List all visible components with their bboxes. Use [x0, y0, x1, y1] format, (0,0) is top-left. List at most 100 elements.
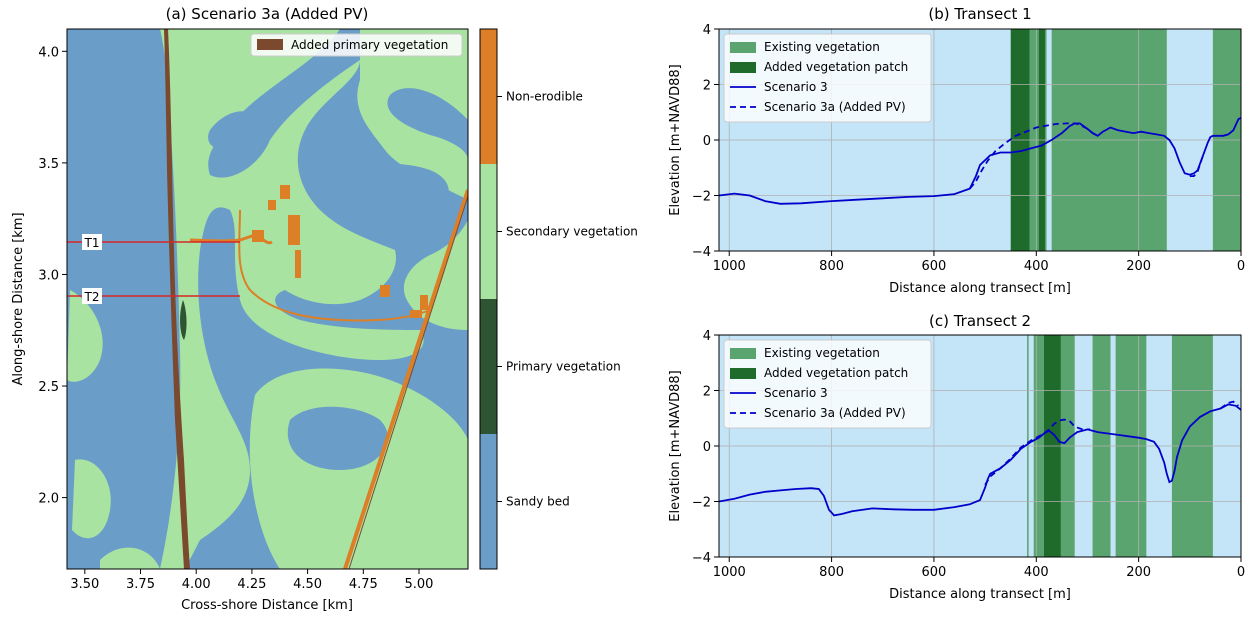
legend-swatch: [730, 42, 756, 53]
transect-2-ticks: 1000 800 600 400 200 0 −4 −2 0 2 4: [692, 329, 1245, 580]
transect-1-title: (b) Transect 1: [928, 5, 1031, 23]
transect-1-lines: [719, 117, 1241, 205]
transect-1-legend: Existing vegetation Added vegetation patc…: [723, 33, 932, 123]
y-tick-label: −2: [692, 190, 711, 205]
transect-2-lines: [719, 400, 1241, 517]
scenario-3a-line: [1189, 156, 1204, 177]
map-frame: [66, 28, 469, 570]
map-x-tick-label: 3.75: [126, 577, 155, 592]
y-tick-label: −4: [692, 245, 711, 260]
colorbar-label: Non-erodible: [506, 90, 583, 104]
transect-1-x-label: Distance along transect [m]: [889, 281, 1071, 296]
colorbar-segment: [480, 299, 497, 434]
colorbar-frame: [479, 28, 498, 570]
map-y-tick-label: 4.0: [38, 45, 59, 60]
legend-label: Scenario 3: [764, 386, 828, 400]
y-tick-label: 0: [703, 134, 711, 149]
map-legend-swatch: [257, 39, 283, 50]
x-tick-label: 600: [922, 259, 947, 274]
colorbar-label: Secondary vegetation: [506, 225, 638, 239]
map-title: (a) Scenario 3a (Added PV): [166, 5, 369, 23]
scenario-3a-line: [1219, 400, 1239, 410]
x-tick-label: 400: [1024, 259, 1049, 274]
y-tick-label: 4: [703, 329, 711, 344]
transect-1-ticks: 1000 800 600 400 200 0 −4 −2 0 2 4: [692, 23, 1245, 274]
x-tick-label: 800: [819, 565, 844, 580]
transect-1-panel: (b) Transect 1 1000 800 600 400 200 0−4−2024 …: [668, 5, 1245, 296]
map-y-tick-label: 2.5: [38, 380, 59, 395]
x-tick-label: 1000: [713, 565, 746, 580]
transect-2-panel: (c) Transect 2 1000 800 600 400 200 0−4−2024 …: [668, 312, 1245, 602]
map-x-label: Cross-shore Distance [km]: [181, 598, 353, 613]
x-tick-label: 0: [1237, 259, 1245, 274]
map-x-ticks: 3.50 3.75 4.00 4.25 4.50 4.75 5.00: [70, 569, 433, 592]
legend-label: Added vegetation patch: [764, 60, 908, 74]
y-tick-label: 0: [703, 440, 711, 455]
y-tick-label: 2: [703, 79, 711, 94]
non-erodible-path: [189, 233, 273, 245]
transect-1-y-label: Elevation [m+NAVD88]: [668, 64, 683, 215]
scenario-3a-line: [984, 418, 1090, 486]
legend-frame: [723, 33, 932, 123]
map-legend-frame: [250, 33, 463, 57]
transect-t1-label-box: [82, 234, 102, 250]
x-tick-label: 1000: [713, 259, 746, 274]
map-panel: (a) Scenario 3a (Added PV): [11, 5, 638, 613]
map-y-ticks: 2.0 2.5 3.0 3.5 4.0: [38, 45, 67, 507]
primary-vegetation-patch: [180, 300, 187, 340]
legend-swatch: [730, 62, 756, 73]
non-erodible-path: [238, 209, 431, 322]
legend-label: Added vegetation patch: [764, 366, 908, 380]
map-x-tick-label: 5.00: [405, 577, 434, 592]
legend-frame: [723, 339, 932, 429]
colorbar-label: Sandy bed: [506, 495, 570, 509]
map-x-tick-label: 4.00: [182, 577, 211, 592]
transect-t2-label: T2: [84, 290, 100, 304]
x-tick-label: 800: [819, 259, 844, 274]
x-tick-label: 0: [1237, 565, 1245, 580]
colorbar-label: Primary vegetation: [506, 360, 621, 374]
y-tick-label: 2: [703, 385, 711, 400]
transect-t2-label-box: [82, 288, 102, 304]
colorbar-segment: [480, 164, 497, 299]
transect-2-grid: [719, 335, 1241, 557]
colorbar: Sandy bed Primary vegetation Secondary veg…: [479, 28, 638, 570]
legend-label: Scenario 3: [764, 80, 828, 94]
transect-2-title: (c) Transect 2: [929, 312, 1031, 330]
x-tick-label: 200: [1126, 565, 1151, 580]
non-erodible-road: [343, 189, 468, 569]
x-tick-label: 200: [1126, 259, 1151, 274]
legend-label: Existing vegetation: [764, 346, 880, 360]
map-y-tick-label: 2.0: [38, 492, 59, 507]
map-y-tick-label: 3.5: [38, 157, 59, 172]
y-tick-label: −4: [692, 551, 711, 566]
scenario-3a-line: [969, 122, 1099, 190]
road-edge: [348, 195, 468, 569]
map-y-label: Along-shore Distance [km]: [11, 212, 26, 385]
map-raster: [67, 29, 468, 569]
map-legend-label: Added primary vegetation: [291, 38, 448, 52]
y-tick-label: 4: [703, 23, 711, 38]
colorbar-segment: [480, 434, 497, 569]
map-x-tick-label: 4.75: [349, 577, 378, 592]
x-tick-label: 600: [922, 565, 947, 580]
x-tick-label: 400: [1024, 565, 1049, 580]
legend-swatch: [730, 348, 756, 359]
transect-2-x-label: Distance along transect [m]: [889, 587, 1071, 602]
map-legend: Added primary vegetation: [250, 33, 463, 57]
legend-label: Scenario 3a (Added PV): [764, 406, 906, 420]
legend-label: Existing vegetation: [764, 40, 880, 54]
transect-2-y-label: Elevation [m+NAVD88]: [668, 370, 683, 521]
legend-swatch: [730, 368, 756, 379]
added-primary-vegetation-band: [164, 29, 190, 569]
legend-label: Scenario 3a (Added PV): [764, 100, 906, 114]
y-tick-label: −2: [692, 496, 711, 511]
map-y-tick-label: 3.0: [38, 268, 59, 283]
map-x-tick-label: 4.50: [293, 577, 322, 592]
colorbar-segment: [480, 29, 497, 164]
non-erodible-patches: [252, 185, 428, 318]
transect-2-legend: Existing vegetation Added vegetation patc…: [723, 339, 932, 429]
transect-t1-label: T1: [84, 236, 100, 250]
map-x-tick-label: 4.25: [237, 577, 266, 592]
